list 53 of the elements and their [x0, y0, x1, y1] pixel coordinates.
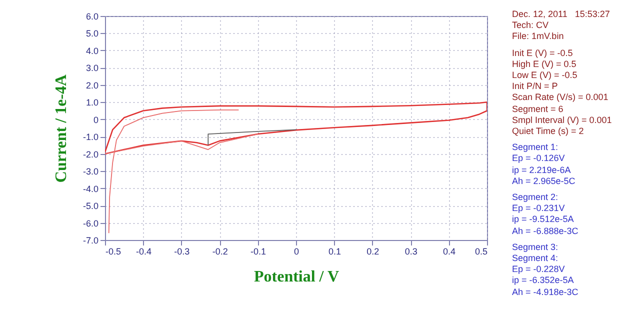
text: Tech: CV	[512, 20, 550, 32]
text: File: 1mV.bin	[512, 31, 565, 43]
y-tick-label: -2.0	[82, 149, 98, 160]
text: Ep = -0.228V	[512, 264, 566, 276]
y-tick-label: -5.0	[82, 201, 98, 212]
text: Ah = -4.918e-3C	[512, 286, 580, 298]
text: Segment 1:	[512, 142, 560, 154]
line-series	[105, 102, 487, 154]
text: Segment = 6	[512, 104, 564, 115]
x-tick-label: 0.5	[474, 246, 488, 256]
x-tick-label: 0	[294, 246, 300, 256]
text: Segment 4:	[512, 253, 560, 264]
y-tick-label: -4.0	[82, 184, 98, 194]
x-tick-label: -0.3	[174, 246, 190, 256]
x-tick-label: 0.3	[404, 246, 418, 256]
y-tick-label: -3.0	[82, 166, 98, 177]
y-tick-label: 3.0	[86, 63, 98, 74]
y-tick-label: -7.0	[82, 236, 98, 246]
y-tick-label: 0	[93, 114, 98, 125]
text: Init E (V) = -0.5	[512, 48, 574, 59]
text: ip = -6.352e-5A	[512, 275, 575, 287]
y-tick-label: 4.0	[86, 46, 98, 56]
text: ip = -9.512e-5A	[512, 214, 575, 226]
x-tick-label: 0.2	[366, 246, 380, 256]
y-tick-label: -6.0	[82, 218, 98, 228]
x-tick-label: -0.1	[250, 246, 266, 256]
y-tick-label: 1.0	[86, 98, 98, 108]
x-tick-label: -0.5	[106, 246, 122, 256]
x-tick-label: 0.1	[328, 246, 341, 256]
text: Segment 3:	[512, 242, 560, 254]
x-tick-label: -0.4	[136, 246, 152, 256]
line-series	[208, 129, 296, 146]
y-tick-label: 2.0	[86, 80, 98, 90]
y-tick-label: -1.0	[82, 132, 98, 142]
y-tick-label: 5.0	[86, 28, 98, 39]
text: Segment 2:	[512, 192, 560, 204]
text: High E (V) = 0.5	[512, 58, 578, 70]
text: Ah = -6.888e-3C	[512, 226, 580, 237]
text: Quiet Time (s) = 2	[512, 126, 585, 138]
y-axis-title: Current / 1e-4A	[52, 74, 70, 183]
text: Smpl Interval (V) = 0.001	[512, 114, 612, 126]
x-tick-label: 0.4	[443, 246, 456, 256]
y-tick-label: 6.0	[86, 12, 98, 22]
text: Ah = 2.965e-5C	[512, 176, 576, 188]
text: Init P/N = P	[512, 81, 559, 92]
text: Ep = -0.231V	[512, 203, 566, 214]
text: Low E (V) = -0.5	[512, 70, 578, 82]
text: Scan Rate (V/s) = 0.001	[512, 92, 610, 104]
x-axis-title: Potential / V	[254, 268, 340, 286]
x-tick-label: -0.2	[212, 246, 228, 256]
text: ip = 2.219e-6A	[512, 164, 572, 176]
text: Dec. 12, 2011 15:53:27	[512, 9, 611, 20]
text: Ep = -0.126V	[512, 153, 566, 165]
